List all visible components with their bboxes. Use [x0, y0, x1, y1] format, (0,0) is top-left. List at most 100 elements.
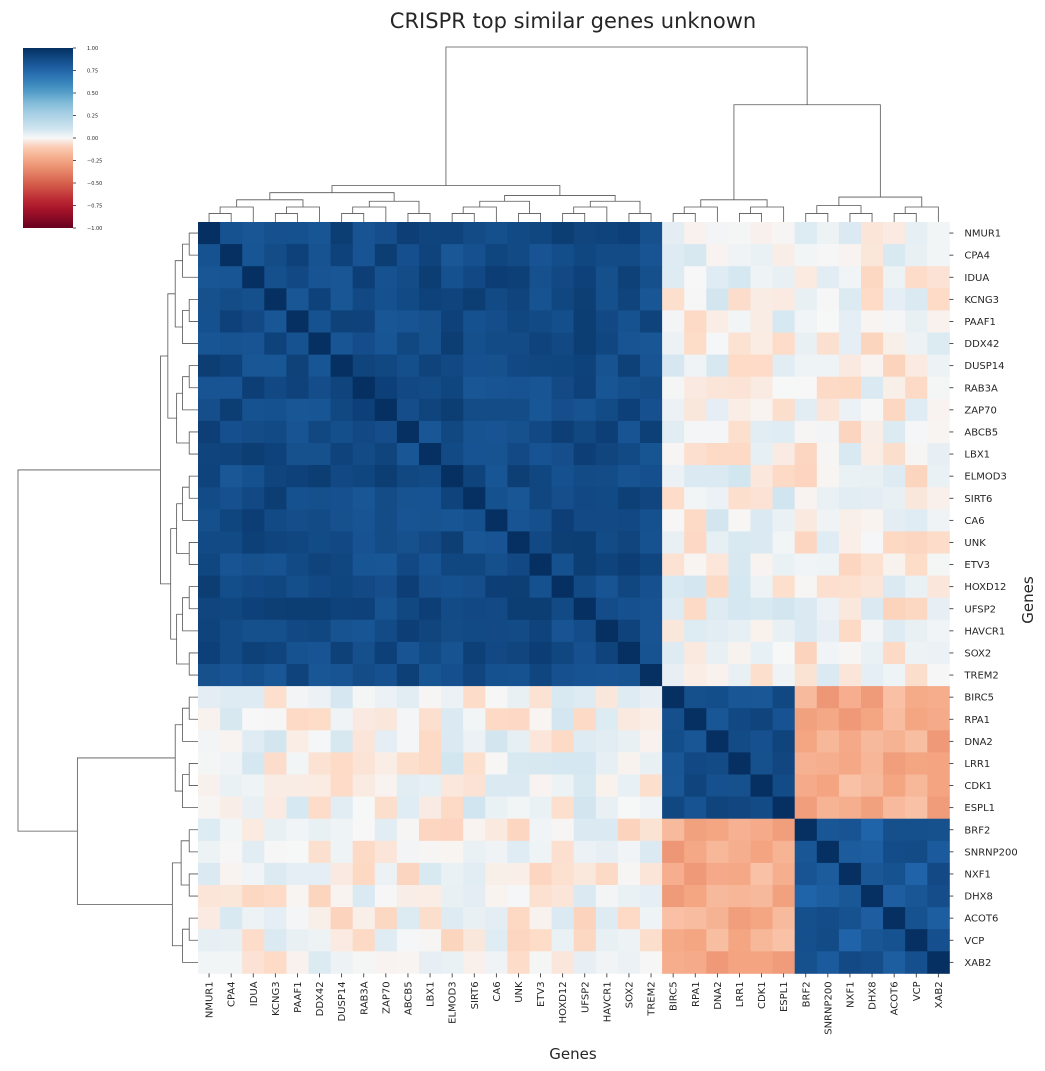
heatmap-cell [352, 575, 376, 599]
heatmap-cell [816, 708, 840, 731]
heatmap-cell [861, 686, 884, 709]
heatmap-cell [728, 686, 751, 709]
heatmap-cell [905, 244, 928, 267]
heatmap-cell [684, 465, 707, 488]
heatmap-cell [264, 310, 287, 333]
y-tick-label: LBX1 [964, 450, 990, 461]
heatmap-cell [838, 398, 862, 422]
heatmap-cell [419, 686, 442, 709]
heatmap-cell [198, 664, 221, 687]
heatmap-cell [905, 376, 928, 400]
x-tick-label: SOX2 [625, 981, 636, 1008]
heatmap-cell [728, 907, 751, 930]
heatmap-cell [772, 686, 796, 709]
heatmap-cell [883, 332, 906, 355]
heatmap-cell [352, 929, 376, 952]
heatmap-cell [706, 222, 729, 245]
heatmap-cell [640, 354, 663, 378]
heatmap-cell [595, 509, 619, 532]
heatmap-cell [595, 354, 619, 378]
heatmap-cell [242, 398, 265, 422]
heatmap-cell [640, 597, 663, 621]
y-tick-label: ELMOD3 [964, 472, 1006, 483]
heatmap-cell [573, 420, 597, 444]
heatmap-cell [220, 266, 243, 289]
heatmap-cell [396, 818, 420, 842]
heatmap-cell [264, 266, 287, 289]
heatmap-cell [728, 752, 751, 775]
heatmap-cell [419, 531, 442, 554]
heatmap-cell [684, 531, 707, 554]
heatmap-cell [794, 641, 818, 665]
heatmap-cell [242, 332, 265, 355]
heatmap-cell [396, 641, 420, 665]
x-tick-label: KCNG3 [271, 981, 282, 1016]
heatmap-cell [816, 420, 840, 444]
heatmap-cell [772, 774, 796, 797]
heatmap-cell [198, 376, 221, 400]
heatmap-cell [883, 840, 906, 864]
x-tick-label: UNK [514, 981, 525, 1003]
heatmap-cell [706, 266, 729, 289]
x-tick-label: ESPL1 [779, 981, 790, 1012]
heatmap-cell [286, 310, 309, 333]
dendrogram-link [188, 829, 198, 853]
heatmap-cell [396, 332, 420, 355]
heatmap-cell [308, 531, 331, 554]
heatmap-cell [706, 509, 729, 532]
heatmap-cell [861, 575, 884, 599]
heatmap-cell [728, 509, 751, 532]
heatmap-cell [529, 376, 552, 400]
heatmap-cell [706, 907, 729, 930]
heatmap-cell [463, 465, 486, 488]
heatmap-cell [728, 862, 751, 886]
heatmap-cell [905, 310, 928, 333]
heatmap-cell [352, 509, 376, 532]
heatmap-cell [772, 796, 796, 820]
heatmap-cell [816, 553, 840, 576]
heatmap-cell [772, 730, 796, 753]
heatmap-cell [816, 774, 840, 797]
heatmap-cell [198, 398, 221, 422]
heatmap-cell [816, 619, 840, 643]
heatmap-cell [728, 796, 751, 820]
heatmap-cell [750, 376, 773, 400]
heatmap-cell [463, 244, 486, 267]
heatmap-cell [419, 288, 442, 311]
heatmap-cell [861, 531, 884, 554]
heatmap-cell [463, 885, 486, 908]
heatmap-cell [507, 310, 530, 333]
heatmap-cell [441, 686, 464, 709]
x-tick-label: RPA1 [691, 981, 702, 1007]
heatmap-cell [507, 686, 530, 709]
heatmap-cell [617, 641, 641, 665]
heatmap-cell [330, 796, 354, 820]
y-tick-label: PAAF1 [964, 317, 995, 328]
heatmap-cell [330, 951, 354, 974]
heatmap-cell [507, 531, 530, 554]
heatmap-cell [816, 796, 840, 820]
heatmap-cell [905, 575, 928, 599]
dendrogram-link [182, 486, 198, 521]
heatmap-cell [220, 531, 243, 554]
dendrogram-link [672, 213, 696, 222]
heatmap-cell [861, 885, 884, 908]
heatmap-cell [529, 288, 552, 311]
heatmap-cell [198, 885, 221, 908]
heatmap-cell [507, 730, 530, 753]
heatmap-cell [728, 575, 751, 599]
heatmap-cell [617, 907, 641, 930]
dendrogram-link [182, 376, 198, 411]
heatmap-cell [352, 951, 376, 974]
heatmap-cell [662, 222, 685, 245]
heatmap-cell [573, 686, 597, 709]
heatmap-cell [772, 244, 796, 267]
heatmap-cell [220, 222, 243, 245]
heatmap-cell [861, 398, 884, 422]
heatmap-cell [242, 708, 265, 731]
heatmap-cell [352, 686, 376, 709]
heatmap-cell [396, 929, 420, 952]
heatmap-cell [485, 907, 508, 930]
heatmap-cell [419, 752, 442, 775]
heatmap-cell [507, 266, 530, 289]
